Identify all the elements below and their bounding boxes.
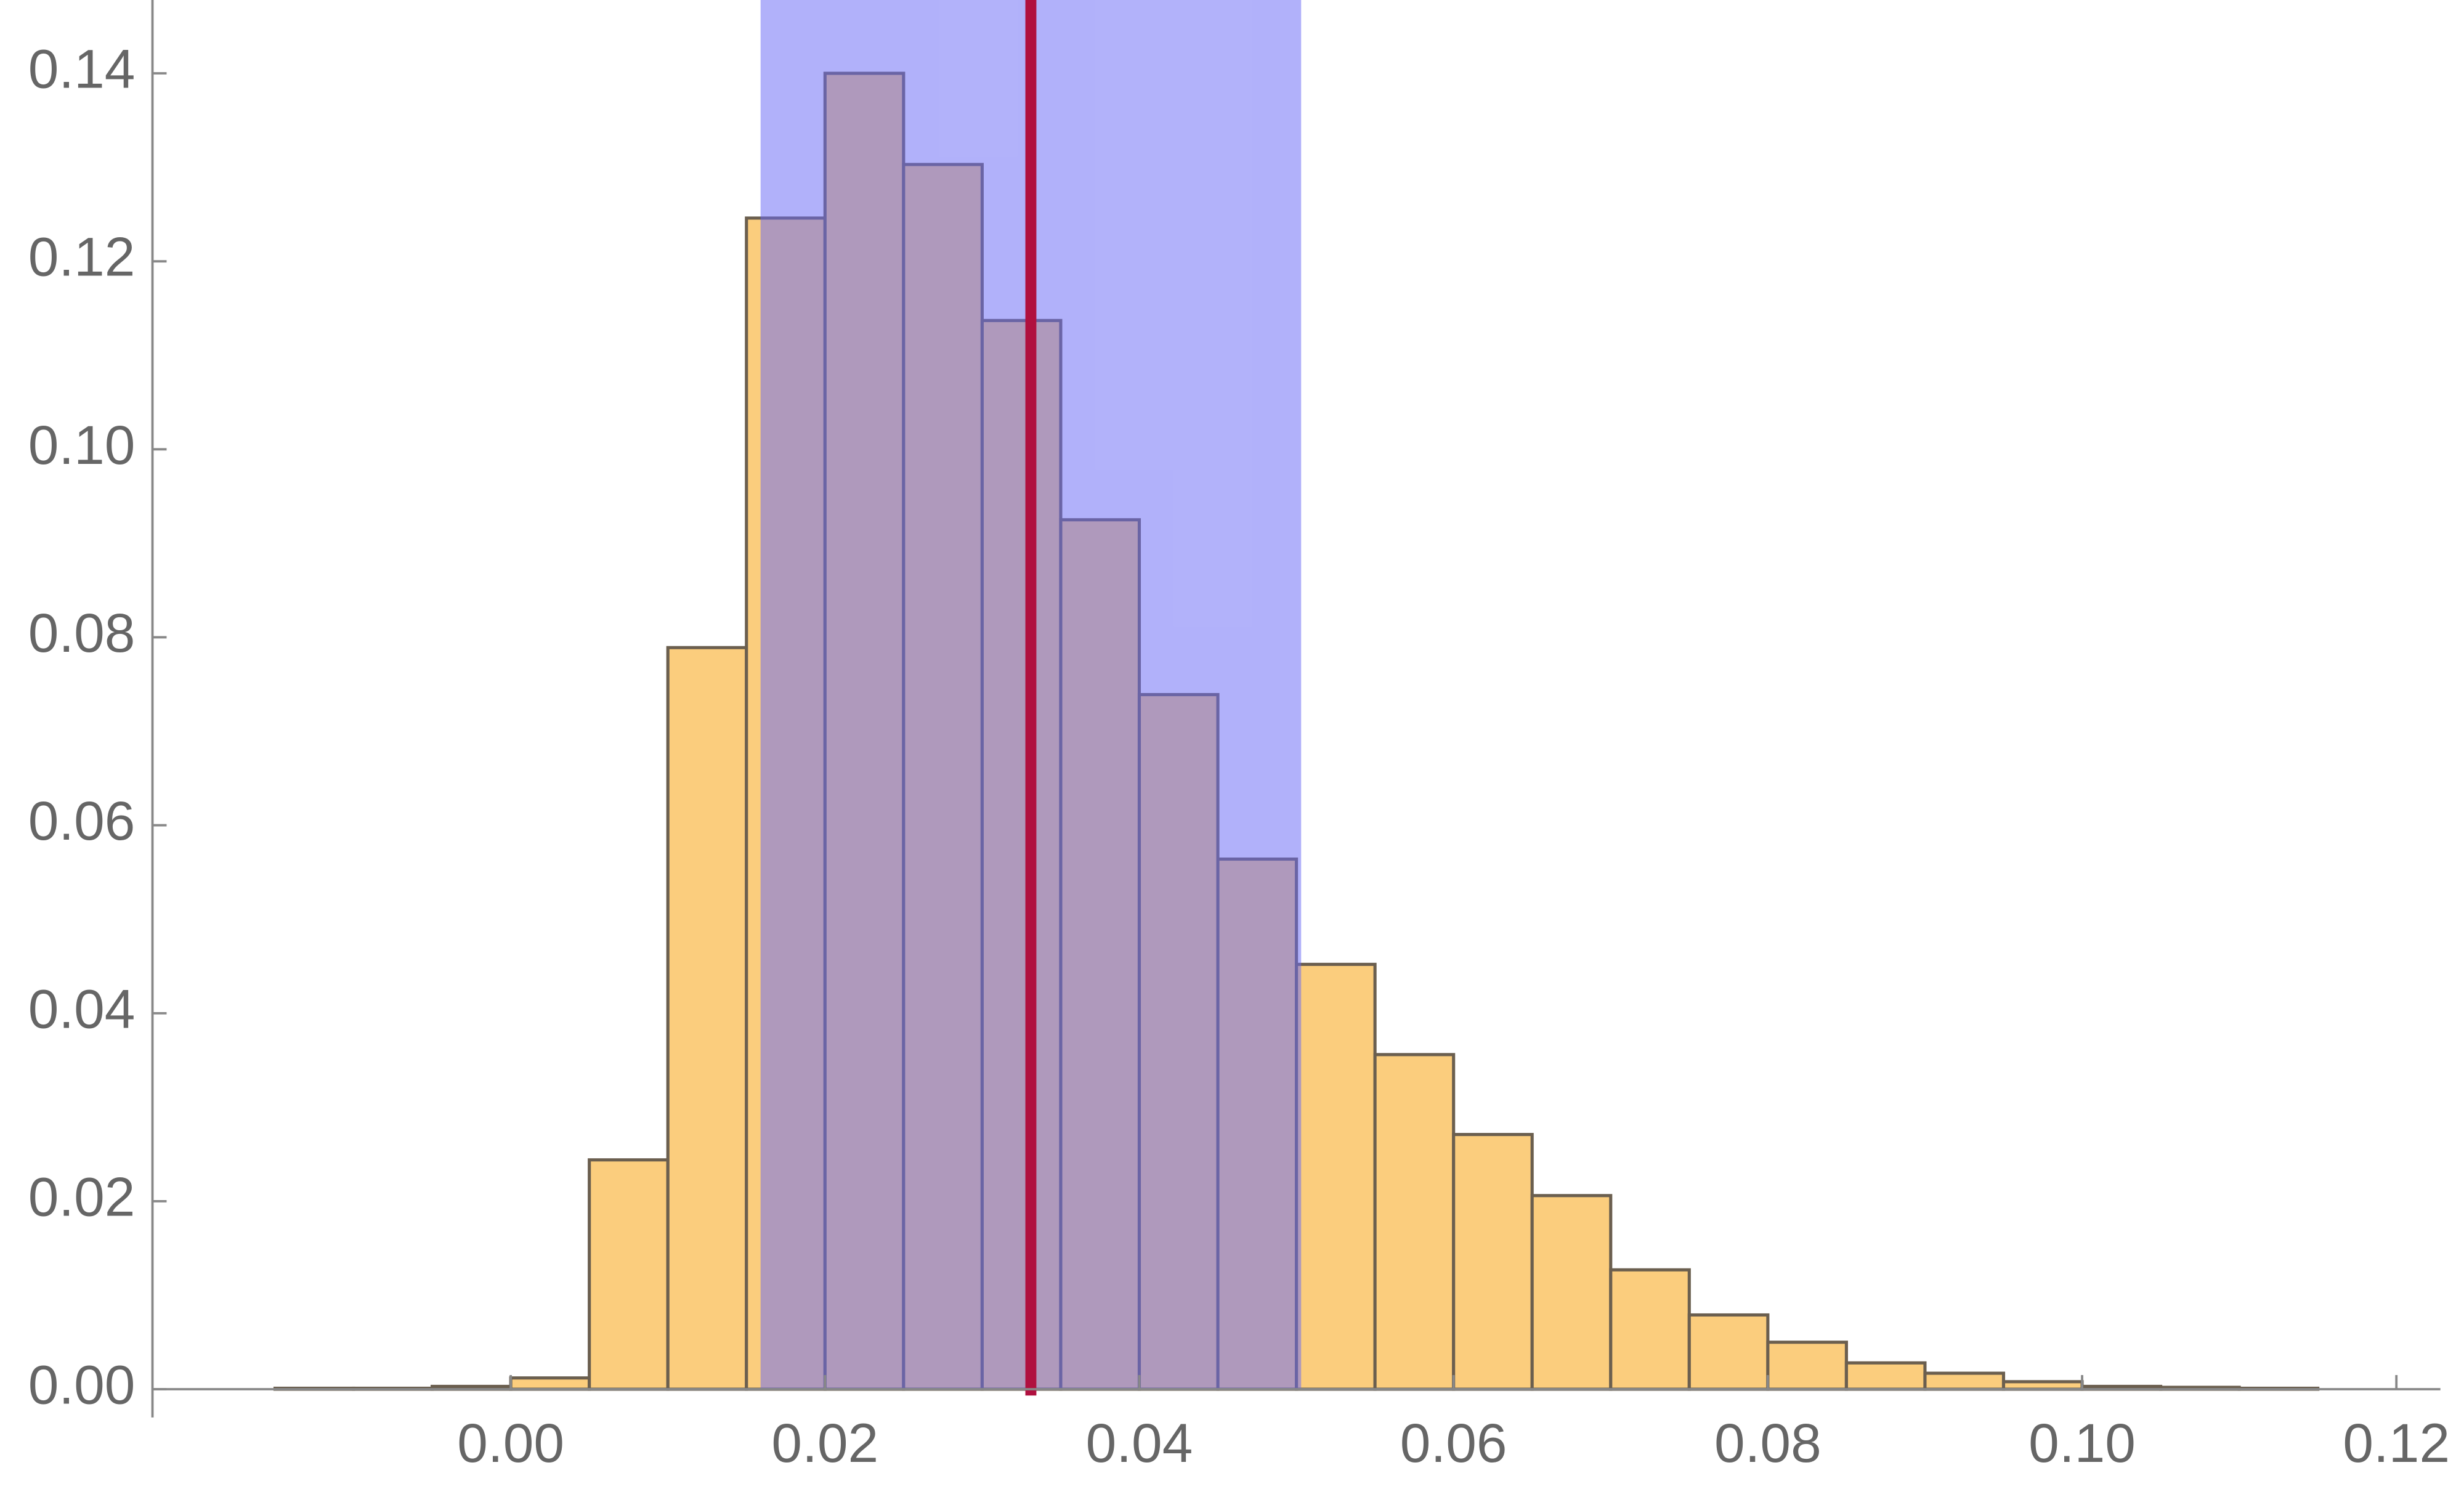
bar: [1530, 1194, 1613, 1391]
y-tick-label: 0.08: [28, 602, 136, 663]
x-tick-label: 0.02: [771, 1412, 878, 1474]
x-tick-label: 0.00: [457, 1412, 564, 1474]
bar: [509, 1376, 591, 1391]
bar: [1373, 1053, 1456, 1391]
y-tick-label: 0.04: [28, 978, 136, 1039]
bar: [588, 1158, 670, 1391]
bar: [1766, 1341, 1848, 1391]
bar: [1687, 1313, 1770, 1391]
x-tick-label: 0.10: [2028, 1412, 2136, 1474]
y-tick-label: 0.12: [28, 226, 136, 288]
y-tick-label: 0.10: [28, 414, 136, 476]
bar: [1923, 1371, 2006, 1391]
x-tick-label: 0.12: [2343, 1412, 2450, 1474]
y-tick-label: 0.06: [28, 790, 136, 851]
x-tick-label: 0.06: [1400, 1412, 1507, 1474]
x-tick-label: 0.04: [1086, 1412, 1193, 1474]
y-tick-label: 0.00: [28, 1354, 136, 1416]
y-tick-label: 0.02: [28, 1166, 136, 1227]
bar: [1452, 1132, 1534, 1391]
x-tick-label: 0.08: [1714, 1412, 1822, 1474]
bar: [1844, 1361, 1927, 1391]
y-tick-label: 0.14: [28, 38, 136, 100]
bar: [1609, 1268, 1691, 1391]
bar: [666, 646, 748, 1391]
bar: [1295, 962, 1377, 1391]
